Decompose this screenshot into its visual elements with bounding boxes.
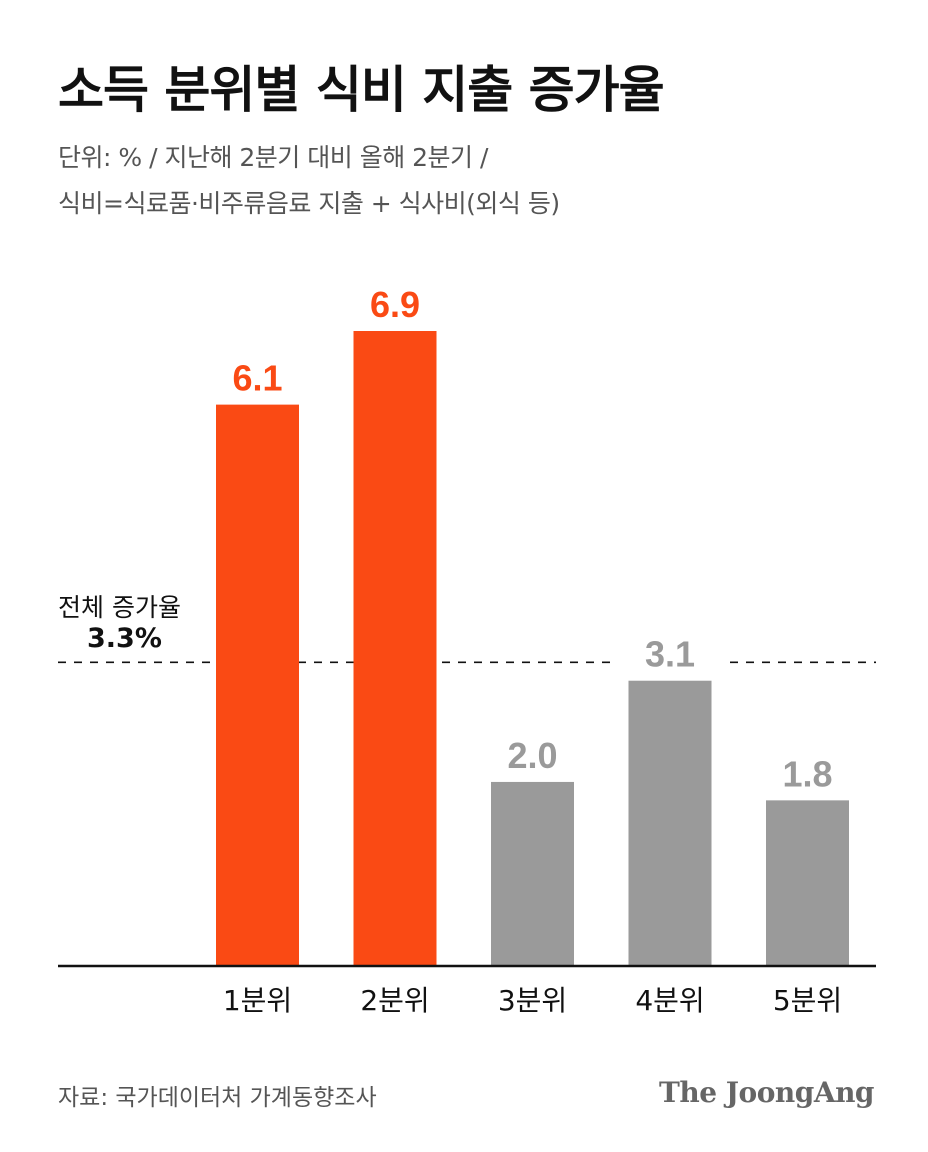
data-label-1: 6.1 <box>232 358 282 399</box>
bar-5 <box>766 800 849 966</box>
value-label-background <box>339 279 451 325</box>
bar-2 <box>353 331 437 966</box>
x-tick-label-4: 4분위 <box>635 984 704 1017</box>
value-label-background <box>477 729 588 776</box>
value-label-background <box>752 748 863 795</box>
x-tick-label-2: 2분위 <box>360 984 429 1017</box>
bar-4 <box>628 680 712 966</box>
value-label-background <box>614 628 726 675</box>
x-tick-label-5: 5분위 <box>773 984 842 1017</box>
brand-logo: The JoongAng <box>659 1076 874 1109</box>
chart-subtitle-line2: 식비=식료품·비주류음료 지출 + 식사비(외식 등) <box>58 189 560 218</box>
chart-title: 소득 분위별 식비 지출 증가율 <box>58 61 665 119</box>
reference-line-value: 3.3% <box>87 623 162 654</box>
x-tick-label-1: 1분위 <box>223 984 292 1017</box>
data-label-5: 1.8 <box>782 753 832 794</box>
data-label-2: 6.9 <box>370 284 420 325</box>
data-label-3: 2.0 <box>507 735 557 776</box>
data-label-4: 3.1 <box>645 634 695 675</box>
source-note: 자료: 국가데이터처 가계동향조사 <box>58 1085 377 1111</box>
x-tick-label-3: 3분위 <box>498 984 567 1017</box>
chart-subtitle-line1: 단위: % / 지난해 2분기 대비 올해 2분기 / <box>58 143 488 172</box>
bar-1 <box>216 404 299 967</box>
bar-3 <box>491 781 574 966</box>
reference-line-label: 전체 증가율 <box>58 593 181 622</box>
value-label-background <box>202 352 313 399</box>
